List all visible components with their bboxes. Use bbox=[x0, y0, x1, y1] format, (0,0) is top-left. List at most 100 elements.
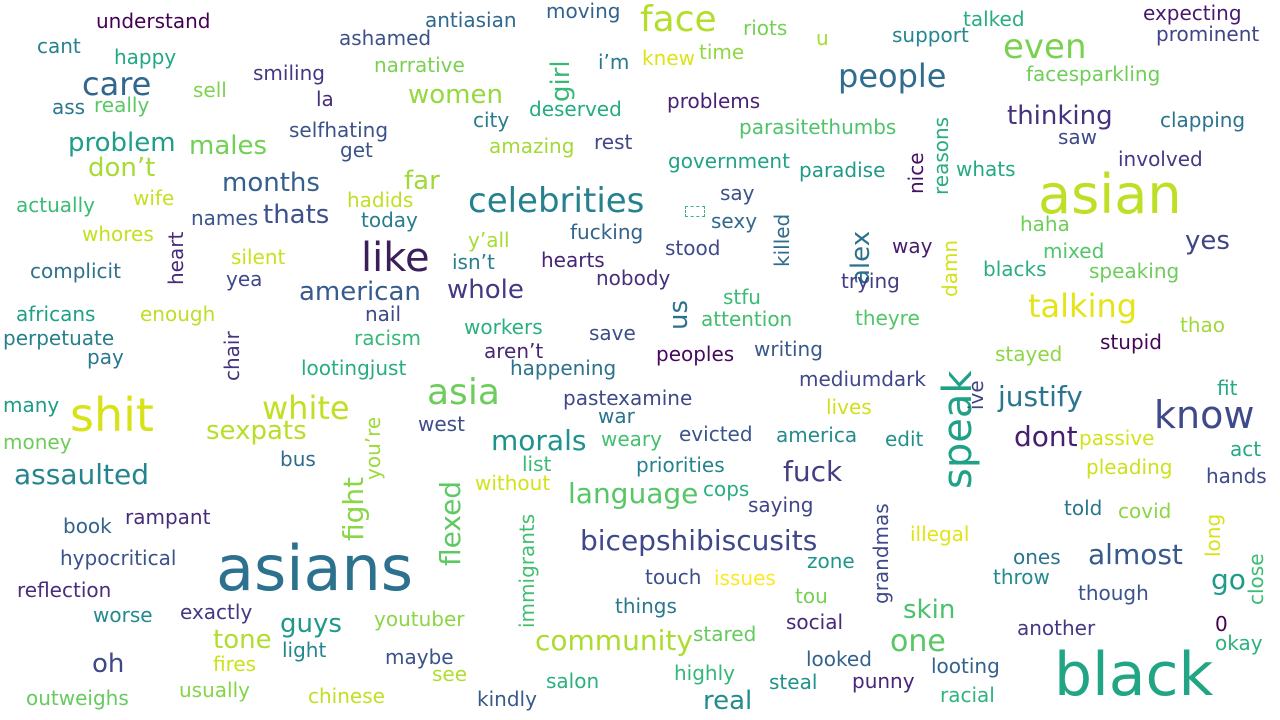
word: racism bbox=[354, 326, 421, 350]
word: fires bbox=[213, 652, 257, 676]
word: issues bbox=[714, 566, 776, 590]
word: book bbox=[63, 514, 112, 538]
word: clapping bbox=[1160, 108, 1246, 132]
word: ive bbox=[964, 380, 988, 410]
word: bicepshibiscusits bbox=[580, 524, 818, 557]
word: amazing bbox=[489, 134, 575, 158]
word: ashamed bbox=[339, 26, 432, 50]
word: moving bbox=[546, 0, 621, 23]
word: happening bbox=[510, 356, 617, 380]
word: shit bbox=[70, 388, 154, 442]
word: women bbox=[408, 80, 503, 110]
word: hypocritical bbox=[60, 546, 177, 570]
word: cant bbox=[37, 34, 81, 58]
word: know bbox=[1154, 393, 1255, 437]
word: touch bbox=[645, 565, 702, 589]
word: guys bbox=[280, 609, 342, 639]
word: yes bbox=[1185, 226, 1230, 256]
word: you’re bbox=[361, 416, 385, 480]
word: people bbox=[838, 57, 947, 95]
word: silent bbox=[231, 245, 286, 269]
word: usually bbox=[179, 678, 250, 702]
word: really bbox=[94, 93, 150, 117]
word: aren’t bbox=[484, 339, 544, 363]
word: stood bbox=[665, 236, 721, 260]
word: whats bbox=[956, 157, 1016, 181]
word: oh bbox=[92, 649, 125, 679]
word: rest bbox=[594, 130, 633, 154]
word: months bbox=[222, 168, 320, 198]
word: though bbox=[1078, 581, 1149, 605]
word: american bbox=[299, 277, 421, 307]
word: asia bbox=[427, 372, 500, 413]
word: fit bbox=[1217, 376, 1238, 400]
word: damn bbox=[938, 239, 962, 297]
word: complicit bbox=[30, 259, 121, 283]
word: illegal bbox=[910, 522, 970, 546]
word: government bbox=[668, 149, 790, 173]
word: face bbox=[640, 0, 717, 40]
word: west bbox=[418, 412, 465, 436]
word: u bbox=[816, 26, 829, 50]
word: looked bbox=[806, 647, 872, 671]
word: expecting bbox=[1143, 1, 1242, 25]
word: stayed bbox=[995, 342, 1063, 366]
word: save bbox=[589, 321, 636, 345]
word: far bbox=[404, 166, 440, 196]
word: pleading bbox=[1086, 455, 1173, 479]
word: exactly bbox=[180, 600, 253, 624]
word: talked bbox=[963, 7, 1025, 31]
word: time bbox=[699, 40, 745, 64]
word: yea bbox=[226, 267, 263, 291]
word: morals bbox=[491, 424, 587, 457]
word: killed bbox=[770, 213, 794, 267]
word: y’all bbox=[468, 228, 510, 252]
word: enough bbox=[140, 302, 216, 326]
word: whole bbox=[447, 275, 524, 305]
word: black bbox=[1054, 640, 1214, 710]
word: fuck bbox=[783, 455, 843, 488]
word: fight bbox=[337, 476, 370, 541]
word: chinese bbox=[308, 684, 385, 708]
word: girl bbox=[546, 60, 576, 102]
word: mediumdark bbox=[799, 367, 926, 391]
word: selfhating bbox=[289, 118, 389, 142]
word: wife bbox=[133, 186, 175, 210]
word: haha bbox=[1020, 212, 1070, 236]
word: light bbox=[282, 638, 327, 662]
word: justify bbox=[998, 380, 1083, 413]
word: lives bbox=[826, 395, 872, 419]
word: antiasian bbox=[425, 8, 517, 32]
word: highly bbox=[674, 661, 735, 685]
word: actually bbox=[16, 193, 95, 217]
word: salon bbox=[546, 669, 600, 693]
word: trying bbox=[841, 269, 900, 293]
word: thinking bbox=[1007, 101, 1113, 131]
word: youtuber bbox=[374, 607, 465, 631]
word: saying bbox=[748, 493, 814, 517]
word: stfu bbox=[723, 285, 761, 309]
word: mixed bbox=[1043, 239, 1105, 263]
word: war bbox=[598, 404, 635, 428]
word: us bbox=[664, 299, 694, 330]
word: perpetuate bbox=[3, 326, 115, 350]
word: talking bbox=[1028, 287, 1138, 325]
word: problems bbox=[667, 89, 761, 113]
word: passive bbox=[1079, 426, 1155, 450]
word: peoples bbox=[656, 342, 735, 366]
word: today bbox=[361, 208, 418, 232]
word: another bbox=[1017, 616, 1096, 640]
word: get bbox=[340, 138, 373, 162]
word: chair bbox=[220, 331, 244, 381]
word: close bbox=[1244, 553, 1268, 605]
emoji-icon bbox=[685, 206, 705, 217]
word: weary bbox=[601, 427, 662, 451]
word: covid bbox=[1118, 499, 1172, 523]
word: even bbox=[1003, 27, 1087, 67]
word: narrative bbox=[374, 53, 465, 77]
word: kindly bbox=[477, 687, 537, 711]
word: don’t bbox=[88, 153, 156, 183]
word: list bbox=[522, 452, 552, 476]
word: say bbox=[720, 181, 755, 205]
word: whores bbox=[82, 222, 154, 246]
